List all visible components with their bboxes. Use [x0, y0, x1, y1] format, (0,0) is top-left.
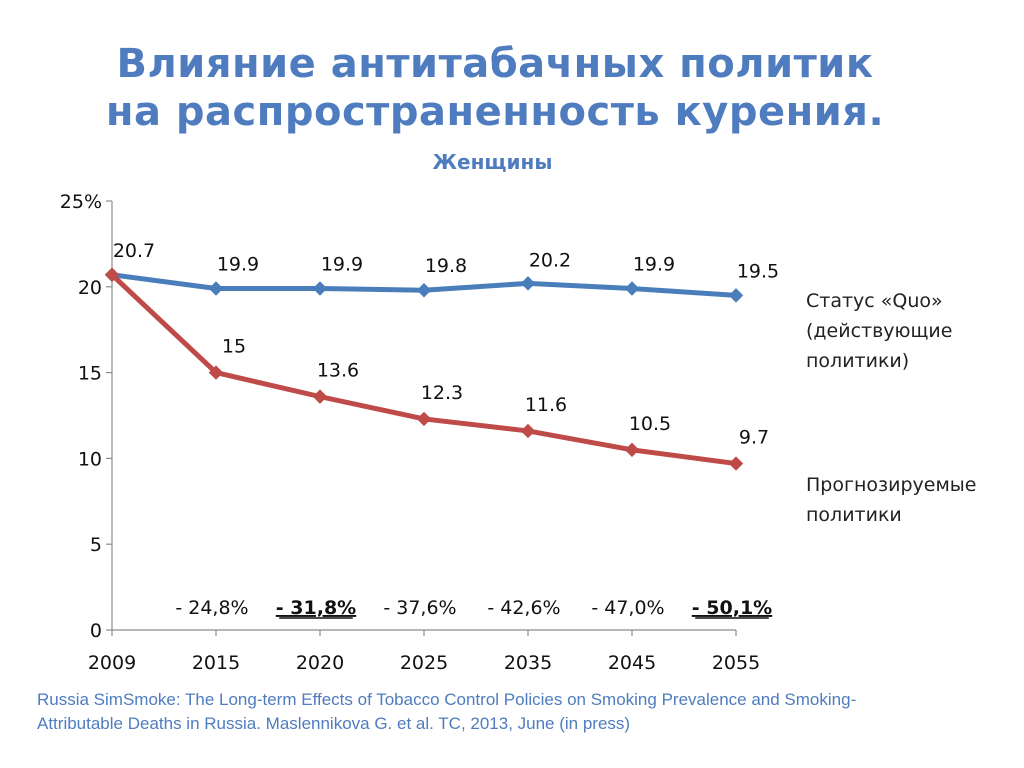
- forecast-point: [208, 365, 224, 380]
- y-tick-label: 15: [78, 363, 102, 385]
- forecast-line: [109, 272, 739, 467]
- forecast-point: [624, 442, 640, 458]
- legend-status-quo-line-1: Статус «Quo»: [806, 290, 943, 312]
- source-citation-line-2: Attributable Deaths in Russia. Maslennik…: [37, 714, 631, 733]
- x-tick-label: 2055: [712, 652, 760, 674]
- forecast-point: [416, 411, 432, 427]
- x-tick-label: 2015: [192, 652, 240, 674]
- reduction-label: - 24,8%: [175, 597, 248, 619]
- slide-title-line-2: на распространенность курения.: [105, 89, 885, 135]
- x-tick-label: 2025: [400, 652, 448, 674]
- forecast-point: [520, 423, 536, 439]
- status-quo-data-label: 19.8: [425, 255, 467, 277]
- reduction-label: - 47,0%: [591, 597, 664, 619]
- status-quo-point: [728, 288, 744, 303]
- y-tick-label: 0: [90, 620, 102, 642]
- x-tick-label: 2009: [88, 652, 136, 674]
- reduction-label: - 42,6%: [487, 597, 560, 619]
- legend-status-quo-line-2: (действующие: [806, 320, 953, 342]
- y-tick-label: 10: [78, 448, 102, 470]
- chart-title: Женщины: [432, 150, 553, 174]
- legend-forecast: Прогнозируемые политики: [806, 470, 1021, 530]
- forecast-point: [104, 267, 120, 282]
- forecast-data-label: 13.6: [317, 360, 359, 382]
- status-quo-point: [312, 281, 328, 296]
- status-quo-data-label: 19.5: [737, 260, 779, 282]
- x-tick-label: 2020: [296, 652, 344, 674]
- forecast-data-label: 12.3: [421, 382, 463, 404]
- y-tick-label: 20: [78, 277, 102, 299]
- legend-forecast-line-1: Прогнозируемые: [806, 474, 977, 496]
- legend-status-quo: Статус «Quo» (действующие политики): [806, 286, 1021, 376]
- reduction-label-emphasis: - 50,1%: [692, 597, 772, 619]
- status-quo-data-label: 20.7: [113, 240, 155, 262]
- y-tick-label: 25%: [60, 191, 102, 213]
- status-quo-data-label: 19.9: [633, 254, 675, 276]
- reduction-label-emphasis: - 31,8%: [276, 597, 356, 619]
- status-quo-point: [416, 283, 432, 298]
- legend-status-quo-line-3: политики): [806, 350, 910, 372]
- status-quo-data-label: 20.2: [529, 249, 571, 271]
- source-citation-line-1: Russia SimSmoke: The Long-term Effects o…: [37, 690, 857, 709]
- reduction-label: - 37,6%: [383, 597, 456, 619]
- x-tick-label: 2035: [504, 652, 552, 674]
- y-tick-label: 5: [90, 534, 102, 556]
- status-quo-point: [520, 276, 536, 291]
- status-quo-point: [208, 281, 224, 296]
- forecast-data-label: 15: [222, 336, 246, 358]
- forecast-data-label: 11.6: [525, 394, 567, 416]
- slide-title: Влияние антитабачных политик на распрост…: [0, 40, 990, 136]
- legend-forecast-line-2: политики: [806, 504, 902, 526]
- forecast-point: [312, 389, 328, 404]
- slide-title-line-1: Влияние антитабачных политик: [116, 41, 874, 87]
- forecast-data-label: 9.7: [739, 427, 769, 449]
- x-tick-label: 2045: [608, 652, 656, 674]
- status-quo-point: [624, 281, 640, 296]
- status-quo-data-label: 19.9: [217, 254, 259, 276]
- source-citation: Russia SimSmoke: The Long-term Effects o…: [37, 688, 1017, 736]
- status-quo-data-label: 19.9: [321, 254, 363, 276]
- forecast-data-label: 10.5: [629, 413, 671, 435]
- forecast-point: [728, 456, 744, 471]
